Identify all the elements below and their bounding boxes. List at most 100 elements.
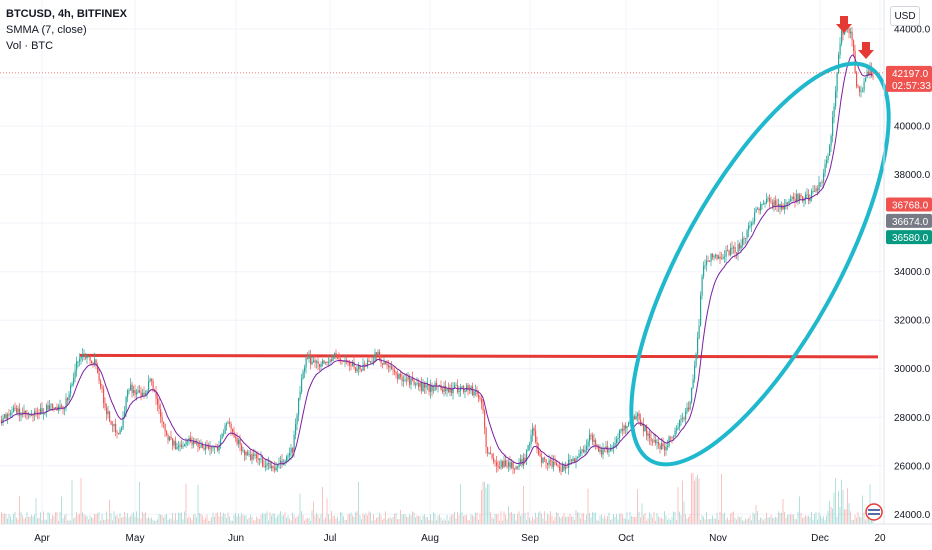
volume-bar (239, 516, 241, 524)
candle-body (319, 364, 321, 367)
candle-body (395, 372, 397, 375)
candle-body (437, 386, 439, 388)
candle-body (655, 439, 657, 444)
volume-bar (608, 512, 610, 524)
candle-body (659, 445, 661, 450)
volume-bar (436, 520, 437, 524)
time-tick-label: Nov (709, 533, 727, 544)
volume-bar (743, 520, 745, 524)
volume-bar (296, 516, 298, 524)
candle-body (863, 81, 865, 91)
volume-bar (704, 519, 706, 524)
currency-button[interactable]: USD (890, 6, 920, 26)
volume-bar (472, 514, 473, 524)
candle-body (227, 422, 229, 424)
candle-body (16, 408, 18, 413)
volume-bar (625, 518, 626, 524)
volume-bar (539, 511, 541, 524)
volume-bar (553, 520, 554, 524)
candle-body (481, 399, 483, 404)
price-tick-label: 30000.0 (894, 364, 931, 375)
time-tick-label: Jul (324, 533, 337, 544)
down-arrow-icon (836, 16, 852, 33)
candle-body (10, 413, 12, 415)
candle-body (239, 439, 241, 446)
candle-body (293, 434, 295, 453)
candle-body (548, 460, 550, 465)
candle-body (862, 90, 864, 92)
volume-bar (611, 518, 613, 524)
volume-bar (848, 503, 850, 524)
candle-body (622, 429, 624, 431)
volume-bar (319, 518, 320, 524)
candle-body (445, 385, 447, 391)
volume-bar (17, 519, 19, 524)
volume-bar (767, 517, 769, 524)
symbol-title[interactable]: BTCUSD, 4h, BITFINEX (6, 8, 128, 20)
volume-bar (770, 514, 772, 524)
candle-body (815, 188, 817, 192)
volume-bar (227, 512, 229, 524)
volume-bar (382, 519, 383, 524)
volume-bar (760, 517, 761, 524)
candle-body (172, 438, 174, 446)
volume-bar (376, 517, 377, 524)
volume-bar (602, 518, 604, 524)
candle-body (848, 28, 850, 34)
volume-bar (851, 519, 853, 524)
volume-bar (412, 511, 413, 524)
candle-body (782, 205, 784, 210)
volume-bar (169, 518, 170, 524)
volume-bar (310, 520, 311, 524)
volume-bar (56, 512, 58, 524)
candle-body (869, 68, 871, 75)
candle-body (250, 454, 252, 460)
candle-body (809, 198, 811, 201)
volume-bar (269, 512, 271, 524)
volume-bar (530, 520, 532, 524)
volume-bar (118, 518, 119, 524)
volume-bar (350, 512, 352, 524)
volume-bar (29, 516, 31, 524)
volume-bar (203, 519, 205, 524)
volume-bar (199, 512, 200, 524)
volume-bar (700, 519, 701, 524)
candle-body (110, 421, 112, 425)
candle-body (838, 54, 840, 74)
smma-legend[interactable]: SMMA (7, close) (6, 24, 87, 36)
candle-body (332, 355, 334, 361)
candle-body (766, 198, 768, 204)
candle-body (746, 230, 748, 239)
candle-body (422, 383, 424, 391)
volume-bar (616, 514, 617, 524)
candle-body (389, 365, 391, 368)
candle-body (485, 427, 487, 448)
volume-bar (788, 514, 790, 524)
volume-bar (358, 481, 359, 524)
volume-bar (442, 520, 443, 524)
candle-body (572, 458, 574, 462)
candle-body (520, 459, 522, 464)
candle-body (310, 355, 312, 365)
volume-bar (389, 517, 391, 524)
volume-bar (115, 515, 116, 524)
volume-bar (740, 516, 742, 524)
volume-bar (295, 518, 296, 524)
candle-body (473, 391, 475, 396)
volume-bar (868, 518, 869, 524)
candle-body (374, 352, 376, 361)
candle-body (680, 418, 682, 420)
volume-bar (139, 482, 140, 524)
volume-legend[interactable]: Vol · BTC (6, 40, 54, 52)
candle-body (785, 202, 787, 206)
volume-bar (449, 516, 451, 524)
volume-bar (604, 515, 605, 524)
candle-body (238, 439, 240, 444)
volume-bar (652, 517, 653, 524)
candle-body (224, 425, 226, 434)
volume-bar (361, 519, 362, 524)
volume-bar (131, 514, 133, 524)
volume-bar (14, 511, 16, 524)
volume-bar (727, 517, 728, 524)
